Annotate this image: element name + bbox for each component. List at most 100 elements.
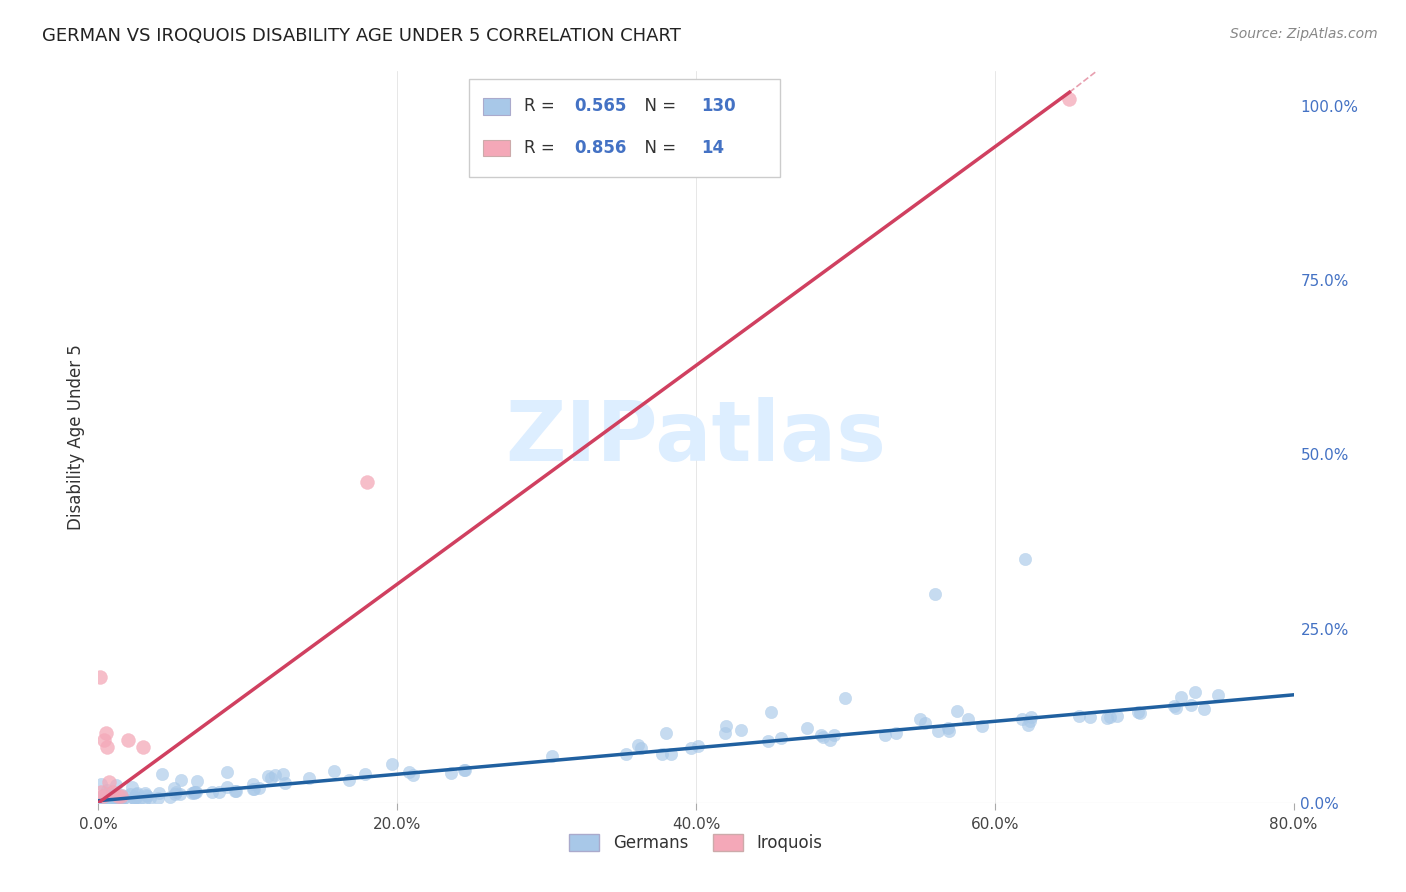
Point <box>98 794 121 808</box>
Point <box>873 728 896 742</box>
Point <box>381 756 404 771</box>
Point <box>186 774 208 789</box>
Point <box>770 731 793 746</box>
Point <box>730 723 752 737</box>
Point <box>323 764 346 779</box>
Point <box>1017 717 1039 731</box>
Point <box>914 715 936 730</box>
Point <box>225 783 247 797</box>
Point <box>108 794 131 808</box>
Point <box>97 775 120 789</box>
Y-axis label: Disability Age Under 5: Disability Age Under 5 <box>66 344 84 530</box>
Point <box>970 719 993 733</box>
Point <box>659 747 682 761</box>
Point <box>679 740 702 755</box>
Point <box>1126 706 1149 720</box>
Point <box>540 749 562 764</box>
Text: R =: R = <box>524 139 560 157</box>
Point <box>110 789 132 804</box>
Point <box>651 747 673 761</box>
Point <box>924 587 946 601</box>
Point <box>132 740 155 755</box>
Point <box>181 786 204 800</box>
Point <box>146 790 169 805</box>
Point <box>936 721 959 735</box>
Point <box>453 763 475 777</box>
Point <box>630 741 652 756</box>
Point <box>938 723 960 738</box>
Point <box>1208 688 1230 702</box>
Point <box>208 785 231 799</box>
Point <box>170 773 193 788</box>
Point <box>655 726 678 740</box>
Point <box>91 791 114 805</box>
Point <box>1059 92 1081 106</box>
Point <box>94 789 117 804</box>
Point <box>105 792 128 806</box>
Point <box>139 791 162 805</box>
Point <box>183 786 205 800</box>
Point <box>614 747 637 761</box>
Point <box>626 738 648 752</box>
Point <box>1184 685 1206 699</box>
Point <box>93 788 115 802</box>
Legend: Germans, Iroquois: Germans, Iroquois <box>561 825 831 860</box>
Point <box>136 789 159 803</box>
Point <box>101 789 124 803</box>
Point <box>264 768 287 782</box>
Point <box>159 789 181 804</box>
Point <box>134 786 156 800</box>
Point <box>1098 710 1121 724</box>
Point <box>124 791 146 805</box>
Point <box>908 712 931 726</box>
Point <box>118 788 141 802</box>
Point <box>714 719 737 733</box>
Point <box>1129 706 1152 720</box>
Point <box>884 726 907 740</box>
Point <box>242 782 264 797</box>
Point <box>298 772 321 786</box>
Text: 0.856: 0.856 <box>574 139 627 157</box>
Point <box>121 780 143 795</box>
Point <box>107 789 129 803</box>
Point <box>1194 702 1216 716</box>
Point <box>271 767 294 781</box>
Point <box>110 793 132 807</box>
Point <box>1164 701 1187 715</box>
Text: 14: 14 <box>700 139 724 157</box>
Text: N =: N = <box>634 97 681 115</box>
Point <box>201 785 224 799</box>
Point <box>1163 698 1185 713</box>
Point <box>112 791 135 805</box>
Point <box>1170 690 1192 705</box>
Point <box>127 786 149 800</box>
Point <box>1078 710 1101 724</box>
Point <box>398 765 420 780</box>
Point <box>440 765 463 780</box>
Point <box>89 795 111 809</box>
Point <box>183 785 205 799</box>
Point <box>103 785 125 799</box>
Point <box>94 726 117 740</box>
Point <box>215 780 238 794</box>
Point <box>759 705 782 719</box>
Point <box>169 787 191 801</box>
Point <box>108 792 131 806</box>
Point <box>93 791 115 805</box>
Point <box>956 712 979 726</box>
Bar <box>484 98 509 114</box>
Point <box>1019 710 1042 724</box>
Point <box>125 790 148 805</box>
Point <box>1069 708 1091 723</box>
Point <box>1105 708 1128 723</box>
Point <box>128 790 150 805</box>
Point <box>183 785 205 799</box>
Point <box>148 786 170 800</box>
Point <box>1095 711 1118 725</box>
Point <box>117 733 139 747</box>
Point <box>927 723 949 738</box>
Point <box>224 784 246 798</box>
Point <box>834 691 856 706</box>
Bar <box>484 140 509 156</box>
Point <box>243 782 266 797</box>
